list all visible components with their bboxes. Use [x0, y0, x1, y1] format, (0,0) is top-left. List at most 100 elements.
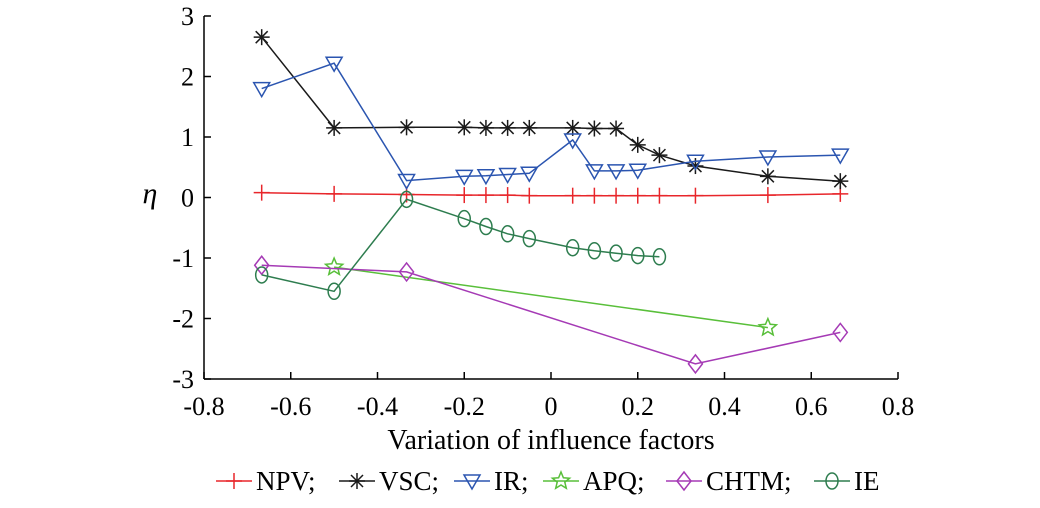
y-tick-label: -2 — [172, 305, 194, 334]
x-tick-label: 0.6 — [795, 392, 828, 421]
data-point — [398, 119, 415, 136]
x-tick-label: 0.2 — [622, 392, 655, 421]
data-point — [586, 120, 603, 137]
data-point — [686, 154, 705, 171]
ticks: -0.8 -0.6 -0.4 -0.2 0 0.2 0.4 0.6 0.8 3 2 1 0 -1 -2 -3 — [172, 2, 914, 421]
data-point — [831, 148, 850, 165]
data-point — [687, 353, 704, 375]
data-point — [585, 164, 604, 181]
data-point — [462, 474, 482, 491]
x-tick-label: -0.2 — [444, 392, 485, 421]
x-tick-label: 0.4 — [708, 392, 741, 421]
legend-label: CHTM; — [706, 466, 792, 496]
y-tick-label: -1 — [172, 244, 194, 273]
data-point — [651, 147, 668, 164]
data-point — [498, 167, 517, 185]
y-tick-label: 2 — [181, 63, 194, 92]
series-line — [333, 266, 769, 329]
data-point — [652, 248, 667, 266]
data-point — [564, 119, 581, 136]
data-point — [252, 81, 271, 99]
data-point — [397, 173, 416, 191]
legend-item: APQ; — [543, 466, 645, 496]
data-point — [454, 169, 474, 186]
data-point — [759, 168, 776, 185]
legend-label: IR; — [494, 466, 529, 496]
data-point — [521, 187, 538, 204]
data-point — [398, 261, 415, 283]
data-point — [479, 217, 493, 236]
data-point — [456, 187, 473, 204]
y-tick-label: -3 — [172, 365, 194, 394]
data-point — [326, 119, 343, 136]
data-point — [253, 29, 270, 46]
series-line — [261, 264, 841, 365]
data-point — [628, 163, 648, 180]
data-point — [586, 187, 603, 204]
data-point — [327, 282, 341, 301]
legend-label: IE — [854, 466, 879, 496]
data-point — [324, 56, 344, 73]
legend-item: VSC; — [339, 466, 439, 496]
data-point — [759, 187, 776, 204]
legend-item: NPV; — [216, 466, 316, 496]
x-tick-label: -0.4 — [357, 392, 398, 421]
data-point — [456, 119, 473, 136]
data-point — [608, 120, 625, 137]
data-point — [629, 136, 646, 153]
y-axis-title: η — [143, 177, 158, 210]
series-apq — [323, 256, 779, 337]
data-point — [757, 316, 779, 337]
x-axis-title: Variation of influence factors — [387, 425, 714, 456]
legend-label: APQ; — [583, 466, 645, 496]
data-point — [326, 185, 343, 202]
data-point — [832, 173, 849, 190]
data-point — [226, 473, 242, 489]
data-point — [323, 256, 345, 277]
y-tick-label: 3 — [181, 2, 194, 31]
data-point — [609, 244, 623, 262]
legend: NPV; VSC; IR; APQ; CHTM; IE — [216, 466, 879, 496]
data-point — [587, 241, 602, 260]
data-point — [687, 187, 704, 204]
data-point — [564, 187, 581, 204]
data-point — [550, 470, 572, 490]
legend-label: VSC; — [379, 466, 439, 496]
legend-item: IE — [814, 466, 879, 496]
x-tick-label: 0.8 — [882, 392, 915, 421]
series-line — [261, 62, 841, 182]
series-vsc — [253, 29, 849, 190]
data-point — [499, 187, 516, 204]
data-point — [399, 190, 414, 209]
data-point — [608, 187, 625, 204]
data-point — [631, 246, 645, 265]
series-chtm — [253, 255, 849, 375]
data-point — [651, 187, 668, 204]
data-point — [521, 119, 538, 136]
axes — [203, 16, 898, 380]
data-point — [522, 229, 537, 248]
data-point — [349, 473, 365, 489]
legend-item: IR; — [454, 466, 529, 496]
data-point — [477, 119, 494, 136]
series-line — [261, 36, 841, 182]
data-point — [563, 133, 582, 150]
series-line — [261, 191, 841, 197]
series-layer — [252, 29, 850, 375]
data-point — [457, 209, 471, 228]
x-tick-label: -0.6 — [270, 392, 311, 421]
y-tick-label: 0 — [181, 184, 194, 213]
data-point — [758, 150, 778, 167]
data-point — [606, 164, 626, 181]
x-tick-label: 0 — [545, 392, 558, 421]
data-point — [254, 266, 269, 284]
data-point — [832, 322, 849, 343]
legend-item: CHTM; — [666, 466, 792, 496]
series-npv — [253, 184, 849, 204]
data-point — [825, 472, 839, 490]
data-point — [253, 184, 270, 201]
series-ie — [254, 190, 667, 301]
series-line — [261, 198, 660, 293]
legend-label: NPV; — [256, 466, 316, 496]
